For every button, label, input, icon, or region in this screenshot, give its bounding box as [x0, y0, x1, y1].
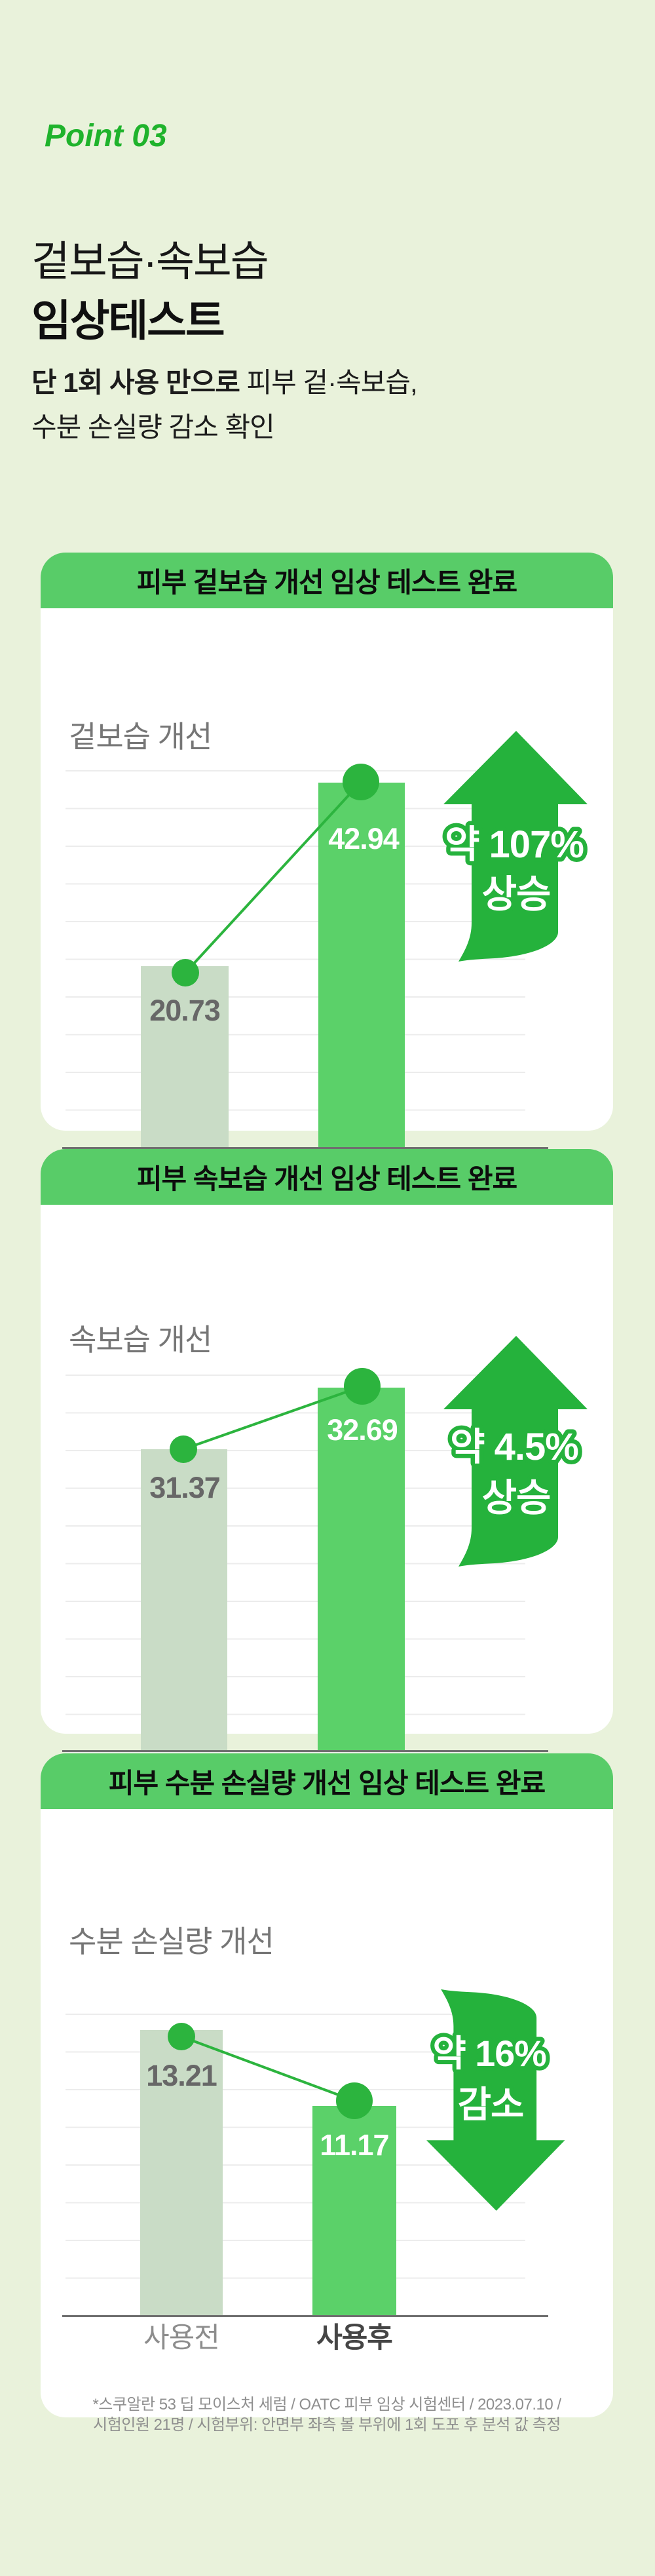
point-number-label: Point 03: [45, 119, 167, 153]
section-title-line2: 임상테스트: [31, 296, 225, 345]
x-axis-line: [62, 1750, 548, 1752]
value-label-after: 11.17: [320, 2128, 389, 2162]
x-axis-line: [62, 1147, 548, 1149]
chart-title: 겉보습 개선: [69, 720, 212, 754]
value-label-after: 32.69: [327, 1413, 398, 1447]
disclaimer-line1: *스쿠알란 53 딥 모이스처 세럼 / OATC 피부 임상 시험센터 / 2…: [92, 2396, 561, 2413]
section-subtitle-line1: 단 1회 사용 만으로 피부 겉·속보습,: [31, 361, 418, 400]
section-subtitle-line2: 수분 손실량 감소 확인: [31, 412, 275, 442]
test-card-deep-moisture: 피부 속보습 개선 임상 테스트 완료 속보습 개선 31.37 32.69 사…: [41, 1149, 613, 1791]
card-body: 수분 손실량 개선 13.21 11.17 사용전 사용후 약 16% 감소: [41, 1809, 613, 2434]
value-label-before: 13.21: [146, 2059, 217, 2092]
disclaimer-line2: 시험인원 21명 / 시험부위: 안면부 좌측 볼 부위에 1회 도포 후 분석…: [93, 2416, 561, 2434]
bar-before: [141, 966, 229, 1147]
card-body: 속보습 개선 31.37 32.69 사용전 사용후 약 4.5% 상승: [41, 1205, 613, 1791]
chart-title: 속보습 개선: [69, 1323, 212, 1357]
x-label-before: 사용전: [143, 2322, 220, 2354]
chart-gridlines: [66, 770, 525, 1150]
chart-title: 수분 손실량 개선: [69, 1924, 274, 1959]
card-body: 겉보습 개선 20.73 42.94 사용전 사용후 약 107% 상승: [41, 608, 613, 1189]
test-card-water-loss: 피부 수분 손실량 개선 임상 테스트 완료 수분 손실량 개선 13.21 1…: [41, 1753, 613, 2434]
card-header-banner: 피부 속보습 개선 임상 테스트 완료: [41, 1149, 613, 1205]
value-label-after: 42.94: [328, 822, 400, 855]
chart-gridlines: [66, 1375, 525, 1755]
x-axis-line: [62, 2315, 548, 2317]
test-card-surface-moisture: 피부 겉보습 개선 임상 테스트 완료 겉보습 개선 20.73 42.94 사…: [41, 553, 613, 1189]
value-label-before: 20.73: [149, 994, 221, 1027]
bar-before: [141, 1449, 227, 1750]
disclaimer-text: *스쿠알란 53 딥 모이스처 세럼 / OATC 피부 임상 시험센터 / 2…: [41, 2394, 613, 2435]
section-title-line1: 겉보습·속보습: [31, 238, 269, 285]
card-header-banner: 피부 수분 손실량 개선 임상 테스트 완료: [41, 1753, 613, 1809]
subtitle-bold-text: 단 1회 사용 만으로: [31, 367, 240, 398]
card-header-banner: 피부 겉보습 개선 임상 테스트 완료: [41, 553, 613, 608]
value-label-before: 31.37: [149, 1471, 221, 1504]
x-label-after: 사용후: [316, 2322, 393, 2354]
chart-gridlines: [66, 2014, 525, 2316]
bar-after: [312, 2106, 396, 2315]
subtitle-regular-text: 피부 겉·속보습,: [239, 367, 418, 398]
